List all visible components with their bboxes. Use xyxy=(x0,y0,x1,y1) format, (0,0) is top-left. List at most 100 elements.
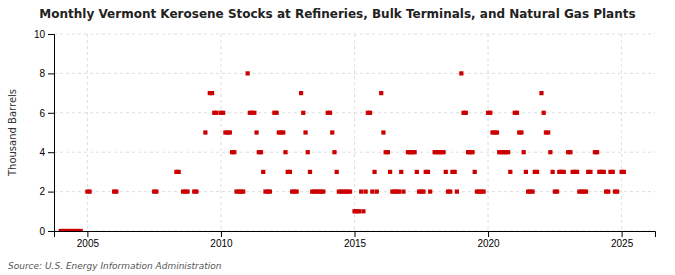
point xyxy=(448,189,452,193)
tick-mark xyxy=(48,192,54,193)
point xyxy=(546,130,550,134)
title: Monthly Vermont Kerosene Stocks at Refin… xyxy=(39,7,635,21)
point xyxy=(274,111,278,115)
point xyxy=(550,170,554,174)
point xyxy=(428,189,432,193)
tick-label: 2010 xyxy=(210,238,233,249)
point xyxy=(515,111,519,115)
point xyxy=(308,170,312,174)
point xyxy=(459,71,463,75)
tick: 2010 xyxy=(210,231,233,249)
plot: 2005 2010 2015 2020 2025 0 2 4 6 8 10 xyxy=(34,29,656,249)
point xyxy=(519,130,523,134)
tick-label: 2025 xyxy=(611,238,634,249)
point xyxy=(595,150,599,154)
point xyxy=(372,170,376,174)
point xyxy=(562,170,566,174)
point xyxy=(455,189,459,193)
point xyxy=(299,91,303,95)
point xyxy=(602,170,606,174)
tick-label: 10 xyxy=(34,29,46,40)
point xyxy=(524,170,528,174)
point xyxy=(506,150,510,154)
point xyxy=(359,189,363,193)
point xyxy=(210,91,214,95)
point xyxy=(306,150,310,154)
point xyxy=(357,209,361,213)
tick-label: 8 xyxy=(39,68,45,79)
point xyxy=(368,111,372,115)
point xyxy=(301,111,305,115)
point xyxy=(495,130,499,134)
grid-line-x xyxy=(354,34,355,231)
grid-line-y xyxy=(54,112,655,113)
point xyxy=(194,189,198,193)
point xyxy=(473,170,477,174)
point xyxy=(348,189,352,193)
tick: 8 xyxy=(39,68,54,79)
point xyxy=(470,150,474,154)
point xyxy=(542,111,546,115)
point xyxy=(464,111,468,115)
point xyxy=(154,189,158,193)
tick: 2020 xyxy=(477,231,500,249)
point xyxy=(379,91,383,95)
point xyxy=(568,150,572,154)
tick: 0 xyxy=(39,226,54,237)
point xyxy=(611,170,615,174)
point xyxy=(79,229,83,231)
point xyxy=(303,130,307,134)
y-axis: 0 2 4 6 8 10 xyxy=(34,29,55,237)
point xyxy=(421,189,425,193)
point xyxy=(203,130,207,134)
point xyxy=(386,150,390,154)
point xyxy=(330,130,334,134)
point xyxy=(288,170,292,174)
point xyxy=(488,111,492,115)
point xyxy=(361,209,365,213)
tick-label: 2005 xyxy=(77,238,100,249)
point xyxy=(335,170,339,174)
grid-line-y xyxy=(54,191,655,192)
tick: 6 xyxy=(39,108,54,119)
point xyxy=(321,189,325,193)
point xyxy=(254,130,258,134)
point xyxy=(328,111,332,115)
point xyxy=(259,150,263,154)
point xyxy=(214,111,218,115)
tick: 2025 xyxy=(611,231,634,249)
point xyxy=(261,170,265,174)
point xyxy=(370,189,374,193)
chart: 2005 2010 2015 2020 2025 0 2 4 6 8 10 Monthly Vermo… xyxy=(0,0,675,275)
point xyxy=(246,71,250,75)
point xyxy=(87,189,91,193)
tick: 2 xyxy=(39,186,54,197)
tick-label: 6 xyxy=(39,108,45,119)
tick: 4 xyxy=(39,147,54,158)
point xyxy=(615,189,619,193)
tick-mark xyxy=(622,231,623,237)
tick-mark xyxy=(221,231,222,237)
point xyxy=(221,111,225,115)
point xyxy=(401,189,405,193)
point xyxy=(453,170,457,174)
grid-line-x xyxy=(621,34,622,231)
point xyxy=(575,170,579,174)
tick-label: 2015 xyxy=(344,238,367,249)
point xyxy=(283,150,287,154)
point xyxy=(412,150,416,154)
point xyxy=(539,91,543,95)
tick-mark xyxy=(48,34,54,35)
tick-label: 2 xyxy=(39,186,45,197)
point xyxy=(588,170,592,174)
point xyxy=(232,150,236,154)
point xyxy=(508,170,512,174)
point xyxy=(622,170,626,174)
axis-line xyxy=(55,232,656,238)
tick-label: 2020 xyxy=(477,238,500,249)
point xyxy=(364,189,368,193)
point xyxy=(388,170,392,174)
grid-line-y xyxy=(54,152,655,153)
grid-line-y xyxy=(54,73,655,74)
grid-line-x xyxy=(220,34,221,231)
